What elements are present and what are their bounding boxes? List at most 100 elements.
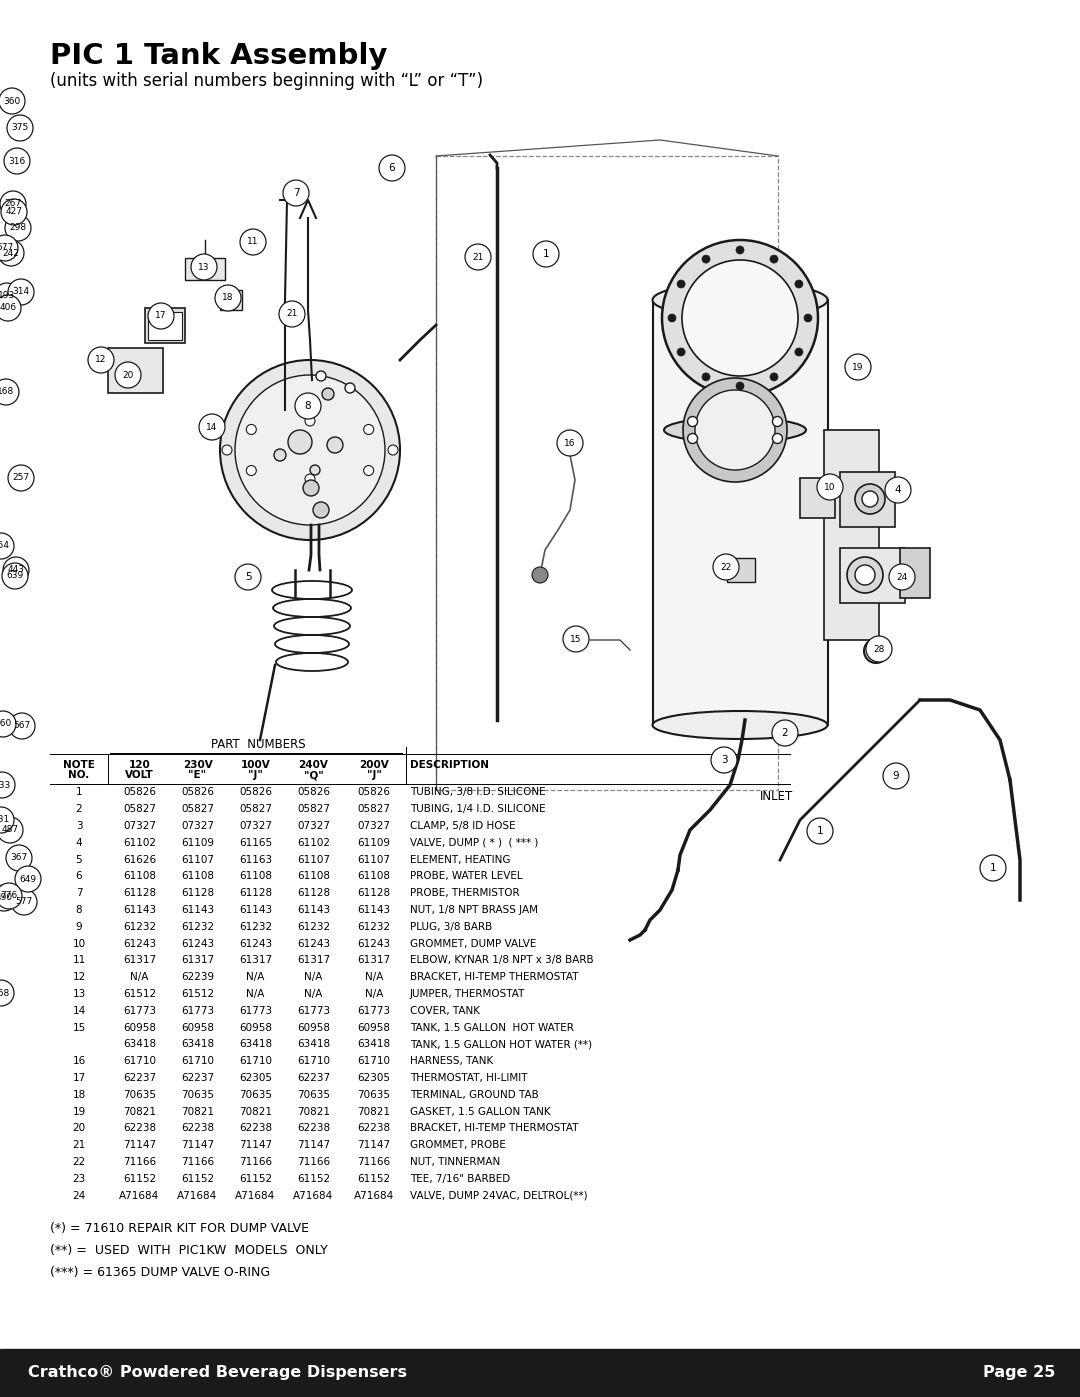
Text: 71147: 71147: [357, 1140, 391, 1150]
Text: GASKET, 1.5 GALLON TANK: GASKET, 1.5 GALLON TANK: [410, 1106, 551, 1116]
Text: 257: 257: [13, 474, 29, 482]
Circle shape: [0, 295, 21, 321]
Text: A71684: A71684: [354, 1190, 394, 1200]
Text: DESCRIPTION: DESCRIPTION: [410, 760, 489, 770]
Circle shape: [0, 711, 16, 738]
Text: 61710: 61710: [357, 1056, 391, 1066]
Circle shape: [866, 636, 892, 662]
Circle shape: [8, 279, 33, 305]
Text: 61128: 61128: [181, 888, 214, 898]
Text: 649: 649: [19, 875, 37, 883]
Text: A71684: A71684: [120, 1190, 160, 1200]
Text: 61773: 61773: [297, 1006, 330, 1016]
Text: 62238: 62238: [123, 1123, 157, 1133]
Circle shape: [310, 465, 320, 475]
Circle shape: [557, 430, 583, 455]
Text: INLET: INLET: [760, 789, 793, 802]
Text: 70821: 70821: [181, 1106, 214, 1116]
Bar: [220, 291, 242, 310]
Text: 61152: 61152: [181, 1173, 214, 1183]
Text: 61710: 61710: [297, 1056, 330, 1066]
Circle shape: [0, 240, 24, 265]
Text: JUMPER, THERMOSTAT: JUMPER, THERMOSTAT: [410, 989, 525, 999]
Text: 10: 10: [824, 482, 836, 492]
Circle shape: [305, 416, 315, 426]
Text: 7: 7: [76, 888, 82, 898]
Text: 71147: 71147: [181, 1140, 214, 1150]
Text: "Q": "Q": [303, 770, 323, 780]
Text: 15: 15: [72, 1023, 85, 1032]
Text: 1: 1: [76, 788, 82, 798]
Text: 61102: 61102: [297, 838, 330, 848]
Text: 577: 577: [0, 243, 14, 253]
Text: 61232: 61232: [357, 922, 391, 932]
Text: 19: 19: [72, 1106, 85, 1116]
Text: NOTE: NOTE: [63, 760, 95, 770]
Text: 23: 23: [72, 1173, 85, 1183]
Text: 61107: 61107: [297, 855, 330, 865]
Circle shape: [4, 148, 30, 175]
Circle shape: [9, 712, 35, 739]
Text: COVER, TANK: COVER, TANK: [410, 1006, 480, 1016]
Circle shape: [2, 563, 28, 590]
Circle shape: [246, 425, 256, 434]
Text: 3: 3: [720, 754, 727, 766]
Circle shape: [0, 773, 15, 798]
Circle shape: [222, 446, 232, 455]
Text: VALVE, DUMP 24VAC, DELTROL(**): VALVE, DUMP 24VAC, DELTROL(**): [410, 1190, 588, 1200]
Text: 7: 7: [293, 189, 299, 198]
Text: 12: 12: [95, 355, 107, 365]
Text: A71684: A71684: [177, 1190, 218, 1200]
Text: 100V: 100V: [241, 760, 270, 770]
Circle shape: [889, 564, 915, 590]
Bar: [900, 548, 930, 598]
Text: 17: 17: [156, 312, 166, 320]
Text: 6: 6: [76, 872, 82, 882]
Text: N/A: N/A: [305, 972, 323, 982]
Text: 11: 11: [72, 956, 85, 965]
Circle shape: [114, 362, 141, 388]
Text: BRACKET, HI-TEMP THERMOSTAT: BRACKET, HI-TEMP THERMOSTAT: [410, 972, 579, 982]
Text: 61626: 61626: [123, 855, 157, 865]
Text: 05826: 05826: [239, 788, 272, 798]
Text: 5: 5: [245, 571, 252, 583]
Text: 63418: 63418: [181, 1039, 214, 1049]
Text: 62237: 62237: [181, 1073, 214, 1083]
Text: NUT, 1/8 NPT BRASS JAM: NUT, 1/8 NPT BRASS JAM: [410, 905, 538, 915]
Text: 62305: 62305: [239, 1073, 272, 1083]
Text: 639: 639: [6, 571, 24, 581]
Circle shape: [714, 752, 734, 773]
Text: 62238: 62238: [297, 1123, 330, 1133]
Text: 07327: 07327: [357, 821, 391, 831]
Bar: [0, 1350, 1080, 1397]
Circle shape: [0, 807, 14, 833]
Text: 61108: 61108: [239, 872, 272, 882]
Circle shape: [6, 845, 32, 870]
Text: 61243: 61243: [239, 939, 272, 949]
Text: 71166: 71166: [181, 1157, 214, 1166]
Text: 61128: 61128: [239, 888, 272, 898]
Text: TERMINAL, GROUND TAB: TERMINAL, GROUND TAB: [410, 1090, 539, 1099]
Text: 05827: 05827: [357, 805, 391, 814]
Text: 62237: 62237: [297, 1073, 330, 1083]
Text: 254: 254: [0, 542, 10, 550]
Text: 63418: 63418: [123, 1039, 157, 1049]
Circle shape: [772, 416, 782, 426]
Circle shape: [770, 373, 778, 381]
Circle shape: [288, 430, 312, 454]
Text: 70635: 70635: [181, 1090, 214, 1099]
Text: 298: 298: [10, 224, 27, 232]
Text: 61108: 61108: [297, 872, 330, 882]
Text: 61128: 61128: [123, 888, 157, 898]
Bar: [108, 348, 163, 393]
Circle shape: [534, 242, 559, 267]
Text: 71166: 71166: [357, 1157, 391, 1166]
Text: (*) = 71610 REPAIR KIT FOR DUMP VALVE: (*) = 71610 REPAIR KIT FOR DUMP VALVE: [50, 1222, 309, 1235]
Circle shape: [864, 638, 888, 664]
Text: NUT, TINNERMAN: NUT, TINNERMAN: [410, 1157, 500, 1166]
Text: 28: 28: [874, 644, 885, 654]
Text: 10: 10: [72, 939, 85, 949]
Text: 61108: 61108: [123, 872, 156, 882]
Circle shape: [719, 757, 729, 767]
Text: TANK, 1.5 GALLON HOT WATER (**): TANK, 1.5 GALLON HOT WATER (**): [410, 1039, 592, 1049]
